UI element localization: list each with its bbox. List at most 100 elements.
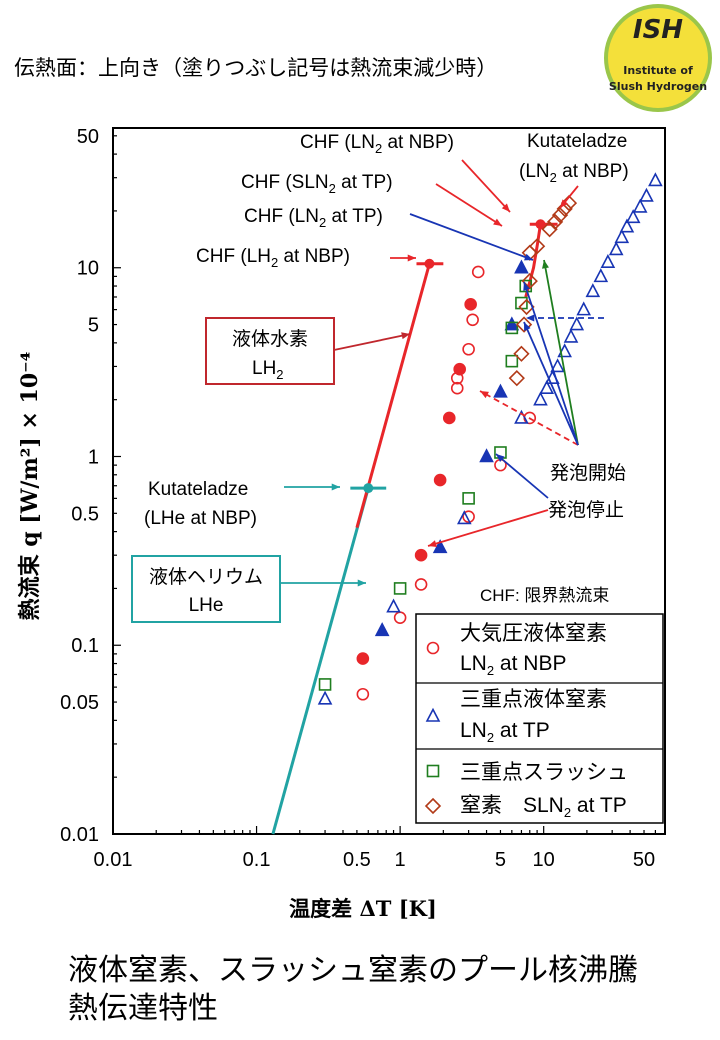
label-kutateladze-ln2-1: Kutateladze — [527, 131, 627, 152]
arrow-line — [523, 281, 579, 446]
data-point-circle — [462, 510, 475, 523]
data-point-triangle — [386, 598, 401, 613]
data-point-triangle — [456, 510, 472, 525]
curves — [271, 219, 558, 835]
chart-note: 伝熱面：上向き（塗りつぶし記号は熱流束減少時） — [14, 56, 498, 80]
legend-marker-circle — [426, 641, 440, 655]
ish-logo: ISH Institute of Slush Hydrogen — [604, 4, 712, 112]
arrow-head — [524, 322, 531, 331]
arrow-line — [495, 453, 549, 499]
lh2-box-line-1: 液体水素 — [232, 328, 308, 350]
legend-label-4: 窒素 SLN2 at TP — [460, 794, 627, 820]
data-point-circle — [414, 548, 428, 562]
data-point-square — [505, 321, 519, 335]
data-point-triangle — [625, 209, 641, 224]
data-point-circle — [462, 342, 475, 356]
axes: 0.01 0.1 0.5 1 5 10 50 0.01 0.05 0.1 0.5 1 5 10 50 温度差 … — [60, 126, 666, 921]
data-point-diamond — [560, 194, 578, 212]
label-chf-ln2-nbp: CHF (LN2 at NBP) — [300, 132, 454, 156]
lh2-leader — [333, 333, 411, 351]
x-tick-label: 0.5 — [343, 849, 371, 871]
x-tick-label: 10 — [533, 849, 555, 871]
legend-label-2b: LN2 at TP — [460, 719, 550, 745]
arrow-line — [523, 321, 579, 446]
data-point-circle — [471, 265, 485, 279]
arrow-head — [542, 260, 549, 269]
caption-line-1: 液体窒素、スラッシュ窒素のプール核沸騰 — [68, 953, 638, 988]
arrow-head — [524, 253, 533, 261]
svg-text:ISH: ISH — [633, 15, 683, 45]
data-point-triangle — [563, 328, 579, 343]
arrow-head — [523, 282, 530, 291]
data-point-square — [393, 582, 407, 595]
data-point-diamond — [508, 370, 525, 387]
lhe-box — [131, 555, 281, 623]
y-tick-label: 1 — [88, 446, 99, 468]
arrow-head — [493, 218, 502, 226]
y-axis-label: 熱流束 q [W/m²] × 10⁻⁴ — [17, 351, 43, 621]
arrow-head — [357, 579, 366, 587]
data-point-circle — [356, 652, 370, 665]
data-point-circle — [393, 611, 407, 624]
data-point-triangle — [504, 316, 520, 331]
plot-frame — [112, 127, 666, 835]
svg-text:Institute of: Institute of — [623, 64, 693, 77]
y-tick-label: 50 — [77, 126, 99, 148]
data-point-diamond — [551, 206, 569, 224]
arrow-head — [401, 332, 410, 340]
data-point-circle — [466, 313, 479, 327]
legend-label-1a: 大気圧液体窒素 — [460, 622, 607, 645]
x-axis-label: 温度差 ΔT [K] — [289, 896, 437, 921]
data-point-diamond — [528, 238, 546, 255]
arrow-head — [428, 540, 437, 547]
data-point-triangle — [639, 187, 654, 202]
arrow-head — [526, 314, 535, 322]
data-point-diamond — [541, 221, 558, 238]
label-kutateladze-lhe-2: (LHe at NBP) — [144, 508, 257, 529]
legend-marker-triangle — [425, 707, 441, 722]
lhe-box-line-2: LHe — [189, 595, 224, 616]
data-point-circle — [453, 362, 466, 376]
curve-line — [524, 224, 542, 298]
data-point-square — [318, 678, 332, 691]
data-point-triangle — [514, 409, 529, 424]
caption-line-2: 熱伝達特性 — [68, 991, 218, 1026]
arrow-head — [331, 483, 340, 491]
label-boiling-start: 発泡開始 — [550, 462, 626, 484]
label-kutateladze-lhe-1: Kutateladze — [148, 479, 248, 500]
data-point-triangle — [585, 283, 601, 298]
data-point-diamond — [515, 316, 533, 333]
y-tick-label: 10 — [77, 258, 99, 280]
data-point-circle — [414, 578, 428, 591]
arrow-line — [427, 509, 549, 547]
data-point-triangle — [557, 343, 572, 358]
label-kutateladze-ln2-2: (LN2 at NBP) — [519, 161, 629, 185]
chf-point — [363, 483, 374, 494]
arrow-line — [461, 159, 511, 213]
x-tick-label: 50 — [633, 849, 655, 871]
x-tick-label: 5 — [495, 849, 506, 871]
data-point-diamond — [513, 345, 530, 362]
curve-line — [271, 487, 370, 835]
data-point-circle — [450, 381, 464, 395]
data-point-diamond — [546, 213, 564, 231]
legend-marker-square — [426, 764, 440, 778]
data-point-triangle — [600, 253, 616, 268]
arrow-line — [409, 213, 534, 261]
arrow-line — [543, 259, 579, 446]
svg-text:Slush Hydrogen: Slush Hydrogen — [609, 80, 707, 93]
data-point-triangle — [632, 198, 648, 213]
data-point-triangle — [533, 391, 548, 406]
data-point-triangle — [576, 301, 592, 316]
data-point-circle — [464, 298, 477, 311]
x-tick-label: 0.01 — [94, 849, 133, 871]
data-point-square — [505, 354, 519, 368]
label-chf-ln2-tp: CHF (LN2 at TP) — [244, 206, 383, 230]
x-tick-label: 0.1 — [243, 849, 271, 871]
data-point-triangle — [608, 241, 624, 256]
arrow-head — [407, 254, 416, 262]
arrow-head — [560, 199, 568, 208]
data-point-triangle — [374, 622, 390, 637]
